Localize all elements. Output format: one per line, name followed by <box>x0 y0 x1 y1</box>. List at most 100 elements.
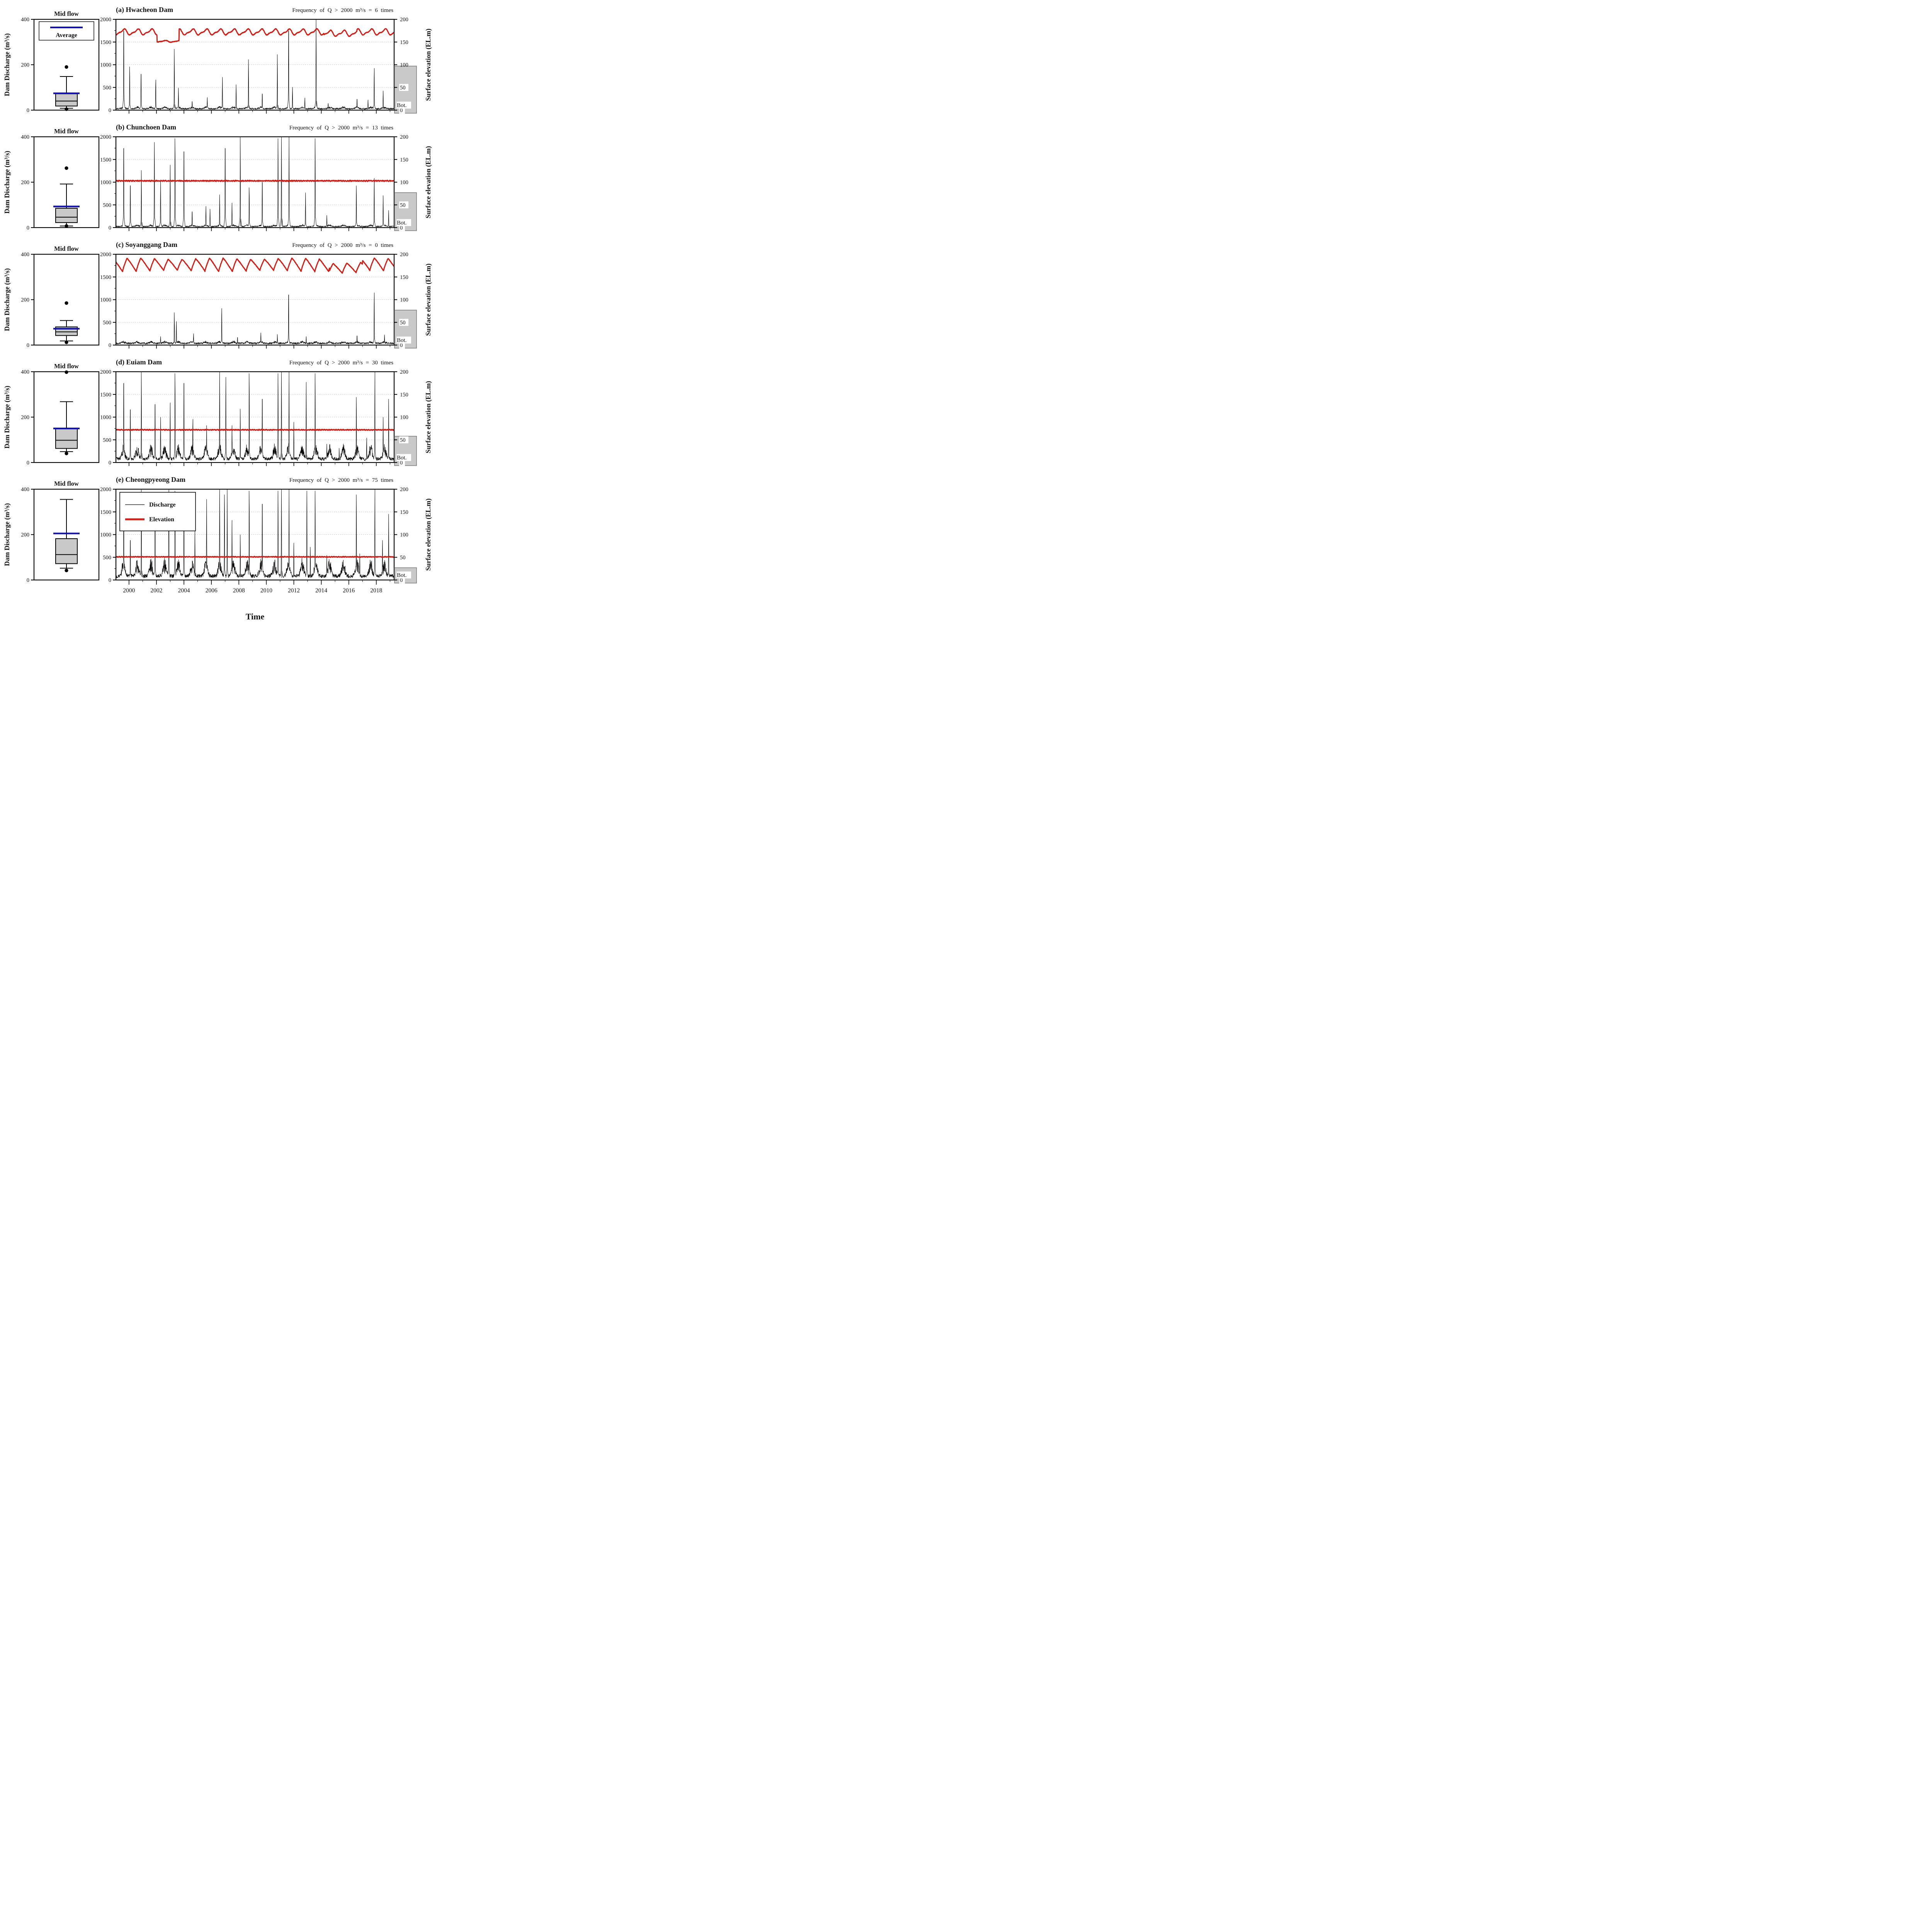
boxplot-ytick-label: 200 <box>21 62 29 68</box>
panel-title: (c) Soyanggang Dam <box>116 241 177 249</box>
ts-left-tick-label: 1000 <box>100 180 111 186</box>
boxplot-ytick-label: 0 <box>27 225 29 231</box>
boxplot-ytick-label: 400 <box>21 369 29 375</box>
boxplot-e: 0 200 400 Mid flow <box>21 480 100 583</box>
ts-right-tick-label: 50 <box>400 202 406 208</box>
legend-elevation-label: Elevation <box>149 516 174 523</box>
ts-left-tick-label: 500 <box>103 437 111 443</box>
bottom-elevation-label: Bot. <box>397 455 406 461</box>
panel-title: (e) Cheongpyeong Dam <box>116 476 185 484</box>
discharge-line <box>116 19 395 110</box>
elevation-line <box>115 28 395 43</box>
legend-discharge-label: Discharge <box>149 502 175 508</box>
discharge-line <box>116 293 395 345</box>
ts-left-tick-label: 500 <box>103 202 111 208</box>
ts-left-tick-label: 1500 <box>100 274 111 281</box>
ts-left-tick-label: 2000 <box>100 134 111 140</box>
elevation-line <box>115 556 395 558</box>
ts-left-tick-label: 0 <box>109 460 111 466</box>
dam-discharge-axis-label: Dam Discharge (m³/s) <box>3 503 11 566</box>
elevation-line <box>115 179 395 182</box>
boxplot-box <box>55 538 78 564</box>
ts-right-tick-label: 50 <box>400 320 406 326</box>
boxplot-ytick-label: 0 <box>27 342 29 349</box>
ts-left-tick-label: 1500 <box>100 157 111 163</box>
discharge-line <box>116 371 395 461</box>
ts-right-tick-label: 150 <box>400 39 408 46</box>
ts-left-tick-label: 1000 <box>100 415 111 421</box>
frequency-annotation: Frequency of Q > 2000 m³/s = 75 times <box>289 477 393 483</box>
boxplot-c: 0 200 400 Mid flow <box>21 245 100 349</box>
ts-left-tick-label: 2000 <box>100 486 111 493</box>
ts-right-tick-label: 50 <box>400 85 406 91</box>
x-tick-label: 2008 <box>233 587 245 594</box>
boxplot-a: 0 200 400 Mid flow Average <box>21 10 100 114</box>
bottom-elevation-label: Bot. <box>397 220 406 226</box>
x-tick-label: 2010 <box>260 587 272 594</box>
panel-row-d: Dam Discharge (m³/s) 0 200 400 Mid flow 0 500 1… <box>0 352 440 470</box>
ts-right-tick-label: 200 <box>400 252 408 258</box>
boxplot-d: 0 200 400 Mid flow <box>21 362 100 466</box>
ts-left-tick-label: 1500 <box>100 392 111 398</box>
boxplot-outlier-point <box>65 107 68 111</box>
frequency-annotation: Frequency of Q > 2000 m³/s = 30 times <box>289 360 393 366</box>
ts-left-tick-label: 500 <box>103 85 111 91</box>
timeseries-b: 0 500 1000 1500 2000 0 50 100 150 200 Bot. <box>100 134 417 231</box>
ts-left-tick-label: 1000 <box>100 297 111 303</box>
boxplot-title: Mid flow <box>54 362 79 370</box>
ts-right-tick-label: 100 <box>400 180 408 186</box>
boxplot-ytick-label: 200 <box>21 180 29 186</box>
ts-right-tick-label: 100 <box>400 62 408 68</box>
ts-right-tick-label: 200 <box>400 369 408 375</box>
x-axis-title: Time <box>245 612 265 621</box>
ts-left-tick-label: 1500 <box>100 39 111 46</box>
frequency-annotation: Frequency of Q > 2000 m³/s = 13 times <box>289 125 393 131</box>
ts-right-tick-label: 200 <box>400 134 408 140</box>
panel-row-b: Dam Discharge (m³/s) 0 200 400 Mid flow 0 500 1… <box>0 117 440 235</box>
panel-row-e: Dam Discharge (m³/s) 0 200 400 Mid flow 0 500 1… <box>0 470 440 611</box>
series-legend: Discharge Elevation <box>119 492 196 531</box>
ts-left-tick-label: 0 <box>109 107 111 114</box>
x-tick-label: 2016 <box>343 587 355 594</box>
timeseries-c: 0 500 1000 1500 2000 0 50 100 150 200 Bot. <box>100 252 417 349</box>
x-tick-label: 2004 <box>178 587 190 594</box>
ts-right-tick-label: 0 <box>400 107 403 114</box>
boxplot-outlier-point <box>65 370 68 374</box>
ts-right-tick-label: 150 <box>400 157 408 163</box>
bottom-elevation-label: Bot. <box>397 337 406 344</box>
dam-discharge-axis-label: Dam Discharge (m³/s) <box>3 151 11 214</box>
x-tick-label: 2018 <box>370 587 382 594</box>
discharge-line <box>116 489 395 579</box>
ts-right-tick-label: 0 <box>400 460 403 466</box>
boxplot-box <box>55 93 78 107</box>
timeseries-d: 0 500 1000 1500 2000 0 50 100 150 200 Bot. <box>100 369 417 466</box>
ts-left-tick-label: 500 <box>103 320 111 326</box>
ts-left-tick-label: 1000 <box>100 532 111 538</box>
x-tick-label: 2014 <box>315 587 327 594</box>
boxplot-ytick-label: 200 <box>21 532 29 538</box>
panel-row-c: Dam Discharge (m³/s) 0 200 400 Mid flow 0 500 1… <box>0 235 440 352</box>
boxplot-ytick-label: 0 <box>27 577 29 583</box>
boxplot-box <box>55 429 78 449</box>
ts-left-tick-label: 0 <box>109 225 111 231</box>
ts-right-tick-label: 50 <box>400 554 406 561</box>
ts-right-tick-label: 0 <box>400 577 403 583</box>
surface-elevation-axis-label: Surface elevation (EL.m) <box>424 146 432 218</box>
boxplot-ytick-label: 400 <box>21 134 29 140</box>
x-tick-label: 2002 <box>150 587 162 594</box>
boxplot-title: Mid flow <box>54 10 79 17</box>
timeseries-a: 0 500 1000 1500 2000 0 50 100 150 200 Bot. <box>100 17 417 114</box>
timeseries-e: 0 500 1000 1500 2000 0 50 100 150 200 Bot. 2000 2002… <box>100 486 417 594</box>
ts-left-tick-label: 0 <box>109 342 111 349</box>
bottom-elevation-label: Bot. <box>397 572 406 578</box>
surface-elevation-axis-label: Surface elevation (EL.m) <box>424 381 432 453</box>
average-legend-label: Average <box>56 32 77 39</box>
ts-right-tick-label: 150 <box>400 509 408 515</box>
surface-elevation-axis-label: Surface elevation (EL.m) <box>424 29 432 101</box>
bottom-elevation-label: Bot. <box>397 102 406 109</box>
boxplot-ytick-label: 0 <box>27 460 29 466</box>
boxplot-outlier-point <box>65 451 68 456</box>
ts-left-tick-label: 2000 <box>100 252 111 258</box>
